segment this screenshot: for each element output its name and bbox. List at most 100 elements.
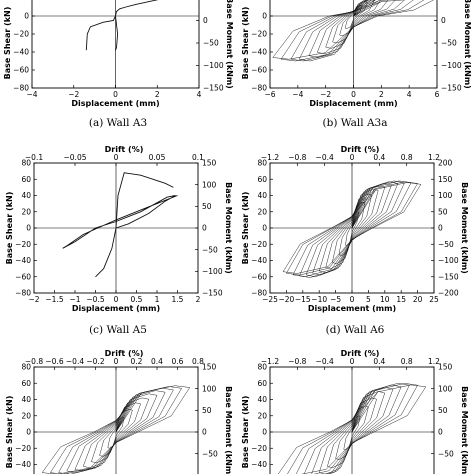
y2-tick-label: −200: [438, 289, 459, 298]
y-tick-label: 0: [26, 224, 31, 233]
y2-tick-label: 150: [438, 175, 453, 184]
hysteresis-loop: [277, 384, 427, 474]
top-tick-label: −0.2: [86, 357, 104, 366]
y-tick-label: −20: [15, 444, 31, 453]
top-tick-label: −1.2: [261, 153, 279, 162]
y-tick-label: 0: [26, 428, 31, 437]
hysteresis-loop: [41, 385, 191, 474]
y2-tick-label: −150: [203, 84, 224, 93]
y-tick-label: −80: [251, 84, 267, 93]
y-tick-label: −40: [251, 48, 267, 57]
y2-tick-label: 150: [202, 363, 217, 372]
y-tick-label: 80: [21, 159, 31, 168]
x-tick-label: −1: [69, 295, 80, 304]
y-tick-label: −60: [15, 272, 31, 281]
y-tick-label: 20: [257, 207, 267, 216]
x-tick-label: −0.5: [86, 295, 104, 304]
y-tick-label: −20: [251, 240, 267, 249]
x-tick-label: 0: [113, 90, 118, 99]
y2-tick-label: −100: [203, 61, 224, 70]
hysteresis-loop: [66, 390, 166, 473]
top-tick-label: 0: [114, 357, 119, 366]
y2-tick-label: 50: [438, 207, 448, 216]
series-group: [277, 383, 427, 474]
top-tick-label: −0.4: [316, 357, 334, 366]
hysteresis-loop: [82, 397, 150, 469]
top-tick-label: 0: [350, 357, 355, 366]
y-tick-label: 0: [262, 12, 267, 21]
y-tick-label: 60: [21, 175, 31, 184]
y2-tick-label: −100: [202, 267, 223, 276]
y-tick-label: 0: [24, 12, 29, 21]
x-tick-label: −10: [311, 295, 327, 304]
x-tick-label: 0: [350, 295, 355, 304]
top-tick-label: 0: [350, 153, 355, 162]
x-tick-label: 0: [351, 90, 356, 99]
y-tick-label: −40: [13, 48, 29, 57]
top-tick-label: 0.2: [131, 357, 143, 366]
hysteresis-loop: [287, 383, 418, 474]
x-tick-label: 2: [196, 295, 201, 304]
series-group: [62, 172, 178, 278]
y2-tick-label: 100: [202, 180, 217, 189]
chart-c: −80−60−40−20020406080−150−100−5005010015…: [5, 145, 233, 336]
y2-tick-label: −100: [441, 61, 462, 70]
hysteresis-loop: [272, 0, 434, 60]
top-tick-label: 0.8: [401, 357, 413, 366]
hysteresis-loop: [280, 0, 425, 62]
top-tick-label: −0.4: [66, 357, 84, 366]
x-tick-label: 4: [407, 90, 412, 99]
y-tick-label: −40: [15, 460, 31, 469]
y-tick-label: 80: [257, 159, 267, 168]
y-tick-label: 80: [21, 363, 31, 372]
y-tick-label: −20: [13, 30, 29, 39]
y2-tick-label: −50: [202, 245, 218, 254]
x-tick-label: −20: [278, 295, 294, 304]
chart-d: −80−60−40−20020406080−200−150−100−500501…: [241, 145, 469, 336]
y-tick-label: −60: [251, 272, 267, 281]
hysteresis-loop: [58, 387, 174, 474]
top-tick-label: 0.8: [192, 357, 204, 366]
y-tick-label: 40: [21, 191, 31, 200]
y2-axis-title: Base Moment (kNm): [463, 0, 472, 89]
hysteresis-loop: [303, 384, 402, 474]
hysteresis-loop: [308, 0, 396, 58]
x-tick-label: −25: [262, 295, 278, 304]
y-tick-label: −80: [13, 84, 29, 93]
top-tick-label: −0.8: [288, 357, 306, 366]
top-axis-title: Drift (%): [341, 145, 380, 154]
y-tick-label: −20: [15, 240, 31, 249]
top-tick-label: −0.1: [25, 153, 43, 162]
top-tick-label: −1.2: [261, 357, 279, 366]
chart-f: −40 −20 0 20 40 60 80 −50 0 50 100 150 −1.2 −0.8 −0.4 0…: [241, 349, 469, 474]
y-axis-title: Base Shear (kN): [3, 7, 12, 80]
x-tick-label: −4: [292, 90, 303, 99]
y2-axis-title: Base Moment (kNm): [225, 0, 234, 89]
y2-tick-label: −150: [441, 84, 462, 93]
y-tick-label: 40: [257, 191, 267, 200]
y-axis-title: Base Shear (kN): [241, 192, 250, 265]
top-tick-label: 1.2: [428, 357, 440, 366]
x-tick-label: −1.5: [45, 295, 63, 304]
chart-e: −40 −20 0 20 40 60 80 −50 0 50 100 150 −0.8 −0.6 −0.4−…: [5, 349, 233, 474]
x-tick-label: 1.5: [172, 295, 184, 304]
panel-caption: (b) Wall A3a: [323, 117, 388, 129]
top-tick-label: 0.05: [149, 153, 166, 162]
y2-tick-label: −50: [203, 39, 219, 48]
y-tick-label: 0: [262, 428, 267, 437]
y2-tick-label: 0: [203, 16, 208, 25]
panel-caption: (a) Wall A3: [89, 117, 147, 129]
x-tick-label: −2: [320, 90, 331, 99]
y2-tick-label: 100: [438, 191, 453, 200]
y2-axis-title: Base Moment (kNm): [460, 182, 469, 274]
series-group: [272, 0, 434, 62]
chart-b: −80−60−40−200−150−100−500−6 −4 −2 0 2 4 6Displ…: [241, 0, 472, 129]
response-curve: [115, 15, 119, 51]
top-tick-label: −0.05: [64, 153, 87, 162]
y2-tick-label: 150: [438, 363, 453, 372]
y-tick-label: −80: [15, 289, 31, 298]
y2-tick-label: −150: [438, 272, 459, 281]
y-tick-label: 20: [21, 207, 31, 216]
y-tick-label: −40: [15, 256, 31, 265]
y2-tick-label: 150: [202, 159, 217, 168]
